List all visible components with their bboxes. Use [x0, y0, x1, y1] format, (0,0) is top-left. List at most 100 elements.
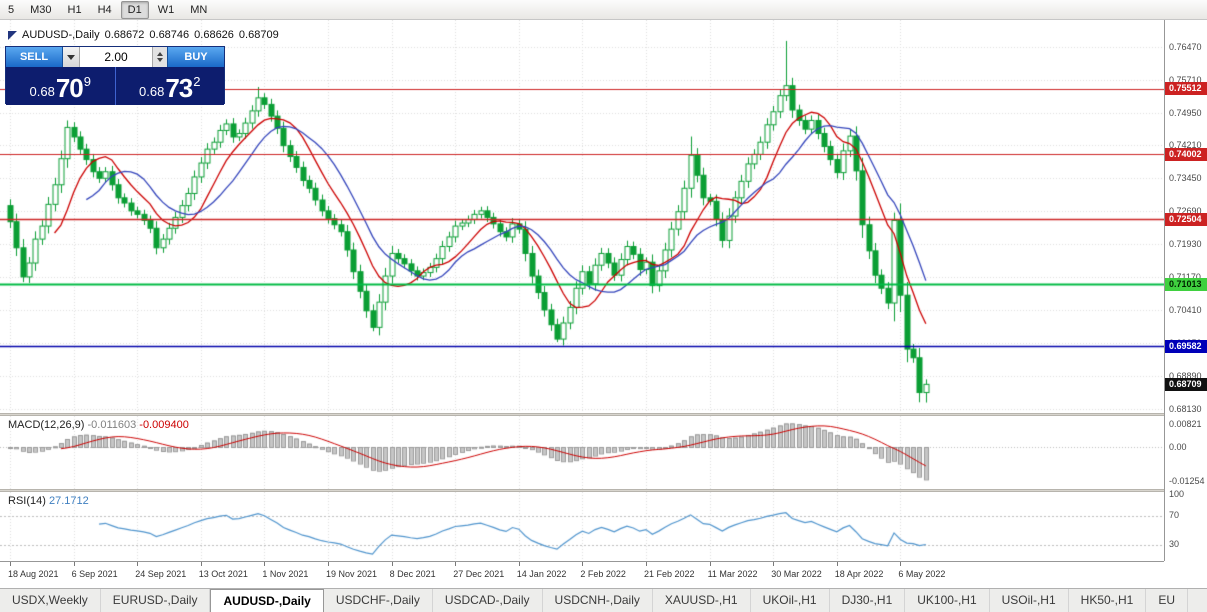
- time-axis[interactable]: 18 Aug 2021 6 Sep 2021 24 Sep 2021 13 Oct 2…: [0, 561, 1164, 588]
- time-axis-tick: [582, 562, 583, 566]
- chart-tab-usoil-h1[interactable]: USOil-,H1: [990, 589, 1069, 612]
- time-axis-label: 11 Mar 2022: [707, 569, 758, 579]
- time-axis-label: 8 Dec 2021: [389, 569, 436, 579]
- panel-separator-macd[interactable]: [0, 413, 1207, 416]
- stepper-up-icon: [157, 52, 163, 56]
- chart-tab-uk100-h1[interactable]: UK100-,H1: [905, 589, 990, 612]
- volume-dropdown-button[interactable]: [63, 47, 80, 67]
- macd-axis-tick: -0.01254: [1169, 475, 1205, 486]
- chart-symbol: AUDUSD-,Daily: [22, 29, 100, 41]
- collapse-trade-panel-icon[interactable]: [8, 30, 17, 40]
- time-axis-label: 21 Feb 2022: [644, 569, 695, 579]
- bar-close-value: 0.68709: [238, 29, 279, 41]
- buy-price-button[interactable]: 0.68 73 2: [115, 67, 224, 105]
- chart-tab-usdchf-daily[interactable]: USDCHF-,Daily: [324, 589, 433, 612]
- chart-tab-eurusd-daily[interactable]: EURUSD-,Daily: [101, 589, 211, 612]
- bar-high-value: 0.68746: [149, 29, 190, 41]
- chart-tab-usdcad-daily[interactable]: USDCAD-,Daily: [433, 589, 543, 612]
- time-axis-label: 2 Feb 2022: [580, 569, 626, 579]
- sell-price-prefix: 0.68: [29, 84, 55, 99]
- volume-stepper[interactable]: [152, 47, 167, 67]
- sell-price-sup: 9: [83, 74, 91, 89]
- price-axis[interactable]: 0.76470 0.75710 0.74950 0.74210 0.73450 0.726…: [1164, 20, 1207, 561]
- time-axis-label: 6 Sep 2021: [71, 569, 118, 579]
- sell-price-big: 70: [55, 73, 84, 103]
- chart-title: AUDUSD-,Daily 0.68672 0.68746 0.68626 0.…: [8, 29, 279, 41]
- timeframe-button-5[interactable]: 5: [8, 3, 15, 16]
- trade-panel-controls: SELL 2.00 BUY: [6, 47, 224, 67]
- bar-open-value: 0.68672: [104, 29, 145, 41]
- timeframe-button-m30[interactable]: M30: [30, 3, 52, 16]
- timeframe-button-h1[interactable]: H1: [67, 3, 82, 16]
- price-axis-tick: 0.71170: [1169, 272, 1201, 282]
- timeframe-button-d1[interactable]: D1: [120, 0, 149, 19]
- rsi-axis-tick: 70: [1169, 510, 1180, 521]
- chart-tab-xauusd-h1[interactable]: XAUUSD-,H1: [653, 589, 751, 612]
- time-axis-tick: [900, 562, 901, 566]
- one-click-trade-panel: SELL 2.00 BUY 0.68 70 9 0.68 73 2: [5, 46, 225, 105]
- time-axis-label: 14 Jan 2022: [516, 569, 567, 579]
- chart-area: 0.76470 0.75710 0.74950 0.74210 0.73450 0.726…: [0, 20, 1207, 588]
- volume-input[interactable]: 2.00: [80, 47, 152, 67]
- price-axis-tick: 0.74210: [1169, 139, 1202, 150]
- price-axis-tick: 0.73450: [1169, 172, 1202, 183]
- buy-button[interactable]: BUY: [167, 47, 224, 67]
- time-axis-tick: [392, 562, 393, 566]
- time-axis-label: 19 Nov 2021: [326, 569, 378, 579]
- chevron-down-icon: [67, 54, 75, 60]
- time-axis-label: 18 Aug 2021: [8, 569, 59, 579]
- time-axis-tick: [10, 562, 11, 566]
- chart-tab-usdcnh-daily[interactable]: USDCNH-,Daily: [543, 589, 653, 612]
- price-axis-tick: 0.68130: [1169, 403, 1202, 414]
- time-axis-tick: [455, 562, 456, 566]
- price-axis-tick: 0.74950: [1169, 107, 1202, 118]
- price-axis-tick: 0.75710: [1169, 74, 1202, 85]
- time-axis-tick: [646, 562, 647, 566]
- price-axis-tick: 0.68890: [1169, 370, 1202, 381]
- time-axis-tick: [519, 562, 520, 566]
- sell-button[interactable]: SELL: [6, 47, 63, 67]
- chart-tab-eu[interactable]: EU: [1146, 589, 1189, 612]
- time-axis-label: 27 Dec 2021: [453, 569, 505, 579]
- timeframe-button-h4[interactable]: H4: [97, 3, 112, 16]
- timeframe-toolbar: 5 M30 H1 H4 D1 W1 MN: [0, 0, 1207, 20]
- time-axis-tick: [264, 562, 265, 566]
- chart-tab-dj30-h1[interactable]: DJ30-,H1: [830, 589, 906, 612]
- macd-main-value: -0.011603: [87, 419, 137, 431]
- time-axis-tick: [837, 562, 838, 566]
- timeframe-button-w1[interactable]: W1: [157, 3, 175, 16]
- price-level-badge: 0.74002: [1165, 147, 1207, 161]
- rsi-axis-tick: 100: [1169, 488, 1185, 499]
- price-axis-tick: 0.71930: [1169, 238, 1202, 249]
- buy-price-prefix: 0.68: [139, 84, 165, 99]
- time-axis-tick: [201, 562, 202, 566]
- price-level-badge: 0.72504: [1165, 212, 1207, 226]
- buy-price-big: 73: [165, 73, 193, 103]
- time-axis-label: 24 Sep 2021: [135, 569, 187, 579]
- macd-name: MACD(12,26,9): [8, 419, 85, 431]
- chart-tab-ukoil-h1[interactable]: UKOil-,H1: [751, 589, 830, 612]
- buy-price-sup: 2: [193, 74, 201, 89]
- time-axis-tick: [773, 562, 774, 566]
- price-level-badge: 0.68709: [1165, 377, 1207, 391]
- panel-separator-rsi[interactable]: [0, 489, 1207, 492]
- chart-tab-audusd-daily[interactable]: AUDUSD-,Daily: [210, 589, 324, 612]
- chart-tab-usdx-weekly[interactable]: USDX,Weekly: [0, 589, 101, 612]
- macd-panel-canvas[interactable]: [0, 416, 1164, 489]
- chart-tabs: USDX,Weekly EURUSD-,Daily AUDUSD-,Daily USD…: [0, 588, 1207, 612]
- time-axis-tick: [137, 562, 138, 566]
- sell-price-button[interactable]: 0.68 70 9: [6, 67, 116, 105]
- time-axis-label: 18 Apr 2022: [834, 569, 884, 579]
- price-level-badge: 0.71013: [1165, 277, 1207, 291]
- bar-low-value: 0.68626: [194, 29, 234, 41]
- chart-tab-hk50-h1[interactable]: HK50-,H1: [1069, 589, 1147, 612]
- rsi-label: RSI(14) 27.1712: [8, 495, 89, 507]
- macd-axis-tick: 0.00: [1169, 441, 1187, 452]
- time-axis-tick: [328, 562, 329, 566]
- price-axis-tick: 0.70410: [1169, 304, 1202, 315]
- time-axis-label: 13 Oct 2021: [198, 569, 248, 579]
- rsi-panel-canvas[interactable]: [0, 492, 1164, 561]
- macd-axis-tick: 0.00821: [1169, 418, 1202, 429]
- timeframe-button-mn[interactable]: MN: [190, 3, 208, 16]
